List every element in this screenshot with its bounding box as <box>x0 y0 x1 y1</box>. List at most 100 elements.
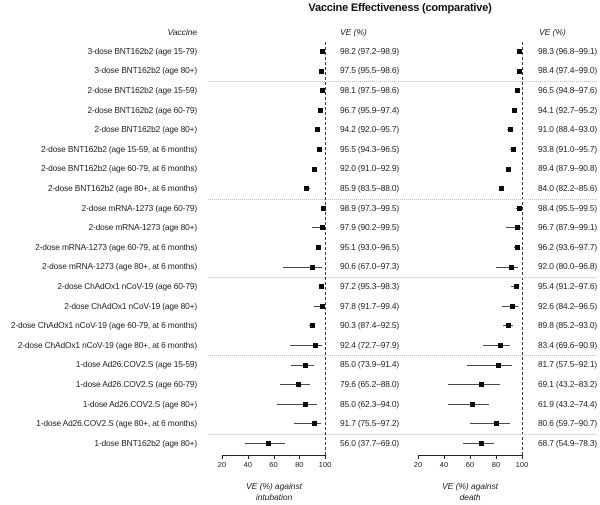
point-marker-death <box>507 127 513 133</box>
vaccine-label: 2-dose BNT162b2 (age 80+) <box>94 124 197 135</box>
ve-value-death: 95.4 (91.2–97.6) <box>538 280 598 291</box>
forest-row: 1-dose Ad26.COV2.S (age 80+) 85.0 (62.3–9… <box>0 395 600 415</box>
vaccine-label: 1-dose Ad26.COV2.S (age 80+, at 6 months… <box>36 418 197 429</box>
point-marker-intubation <box>319 225 325 231</box>
point-marker-intubation <box>304 186 310 192</box>
ve-value-intubation: 85.0 (73.9–91.4) <box>340 359 400 370</box>
point-marker-death <box>478 440 484 446</box>
point-marker-intubation <box>310 323 315 329</box>
ve-value-intubation: 85.9 (83.5–88.0) <box>340 182 400 193</box>
ci-whisker-intubation <box>314 305 325 307</box>
point-marker-death <box>511 107 517 113</box>
ve-value-death: 80.6 (59.7–90.7) <box>538 418 598 429</box>
forest-row: 3-dose BNT162b2 (age 80+) 97.5 (95.5–98.6… <box>0 61 600 81</box>
ci-whisker-intubation <box>312 227 325 229</box>
x-axis-label-death: VE (%) against death <box>396 481 544 503</box>
forest-row: 2-dose ChAdOx1 nCoV-19 (age 80+) 97.8 (91… <box>0 297 600 317</box>
ve-value-intubation: 97.8 (91.7–99.4) <box>340 300 400 311</box>
x-axis-label-intubation-line2: intubation <box>255 492 293 502</box>
forest-row: 2-dose mRNA-1273 (age 60-79, at 6 months… <box>0 238 600 258</box>
ci-whisker-death <box>463 442 494 444</box>
ve-value-intubation: 98.9 (97.3–99.5) <box>340 202 400 213</box>
x-axis-label-intubation: VE (%) against intubation <box>198 481 350 503</box>
ve-value-intubation: 97.2 (95.3–98.3) <box>340 280 400 291</box>
vaccine-label: 1-dose Ad26.COV2.S (age 15-59) <box>75 359 197 370</box>
ve-value-death: 61.9 (43.2–74.4) <box>538 398 598 409</box>
axis-tick-intubation <box>222 455 223 459</box>
ve-value-intubation: 96.7 (95.9–97.4) <box>340 104 400 115</box>
group-separator <box>208 433 597 435</box>
point-marker-death <box>517 68 523 74</box>
forest-row: 2-dose BNT162b2 (age 60-79, at 6 months)… <box>0 159 600 179</box>
group-separator <box>208 355 597 357</box>
ci-whisker-death <box>466 364 512 366</box>
vaccine-label: 2-dose mRNA-1273 (age 60-79) <box>81 202 198 213</box>
forest-row: 2-dose ChAdOx1 nCoV-19 (age 60-79, at 6 … <box>0 316 600 336</box>
ci-whisker-intubation <box>282 266 322 268</box>
ve-value-death: 96.5 (94.8–97.6) <box>538 84 598 95</box>
ve-value-intubation: 95.5 (94.3–96.5) <box>340 143 400 154</box>
ve-value-death: 93.8 (91.0–95.7) <box>538 143 598 154</box>
vaccine-label: 3-dose BNT162b2 (age 15-79) <box>87 45 197 56</box>
point-marker-intubation <box>312 166 318 172</box>
ve-value-intubation: 56.0 (37.7–69.0) <box>340 437 400 448</box>
ci-whisker-death <box>448 384 501 386</box>
vaccine-label: 2-dose ChAdOx1 nCoV-19 (age 80+, at 6 mo… <box>17 339 197 350</box>
ci-whisker-death <box>448 403 489 405</box>
axis-tick-intubation <box>273 455 275 459</box>
axis-tick-label-death: 60 <box>465 460 475 469</box>
ci-whisker-intubation <box>280 384 310 386</box>
ci-whisker-death <box>496 266 518 268</box>
ve-value-intubation: 95.1 (93.0–96.5) <box>340 241 400 252</box>
point-marker-death <box>479 382 485 388</box>
vaccine-label: 1-dose Ad26.COV2.S (age 80+) <box>82 398 197 409</box>
point-marker-death <box>515 225 521 231</box>
forest-row: 2-dose ChAdOx1 nCoV-19 (age 80+, at 6 mo… <box>0 336 600 356</box>
ve-value-death: 94.1 (92.7–95.2) <box>538 104 598 115</box>
ve-value-death: 69.1 (43.2–83.2) <box>538 378 598 389</box>
point-marker-intubation <box>319 303 325 309</box>
point-marker-death <box>513 284 519 290</box>
group-separator <box>208 276 597 278</box>
point-marker-death <box>517 205 523 211</box>
forest-row: 2-dose BNT162b2 (age 80+) 94.2 (92.0–95.7… <box>0 120 600 140</box>
ci-whisker-intubation <box>244 442 286 444</box>
ve-value-intubation: 97.5 (95.5–98.6) <box>340 65 400 76</box>
ve-value-death: 81.7 (57.5–92.1) <box>538 359 598 370</box>
axis-tick-intubation <box>299 455 301 459</box>
axis-tick-death <box>418 455 419 459</box>
point-marker-death <box>506 323 512 329</box>
vaccine-label: 2-dose mRNA-1273 (age 80+, at 6 months) <box>42 261 197 272</box>
axis-tick-death <box>496 455 497 459</box>
axis-tick-label-death: 100 <box>515 460 529 469</box>
vaccine-label: 1-dose Ad26.COV2.S (age 60-79) <box>75 378 197 389</box>
point-marker-intubation <box>320 88 326 94</box>
point-marker-intubation <box>310 264 316 270</box>
forest-row: 2-dose mRNA-1273 (age 80+) 97.9 (90.2–99.… <box>0 218 600 238</box>
point-marker-intubation <box>318 107 324 113</box>
ve-value-intubation: 92.0 (91.0–92.9) <box>340 163 400 174</box>
vaccine-label: 2-dose BNT162b2 (age 60-79, at 6 months) <box>40 163 197 174</box>
vaccine-label: 2-dose BNT162b2 (age 15-59, at 6 months) <box>40 143 197 154</box>
ve-value-intubation: 90.6 (67.0–97.3) <box>340 261 400 272</box>
point-marker-intubation <box>316 244 322 250</box>
ve-value-death: 89.8 (85.2–93.0) <box>538 320 598 331</box>
axis-tick-death <box>444 455 445 459</box>
ve-value-intubation: 97.9 (90.2–99.5) <box>340 222 400 233</box>
column-header-ve-death: VE (%) <box>539 27 566 37</box>
forest-row: 1-dose Ad26.COV2.S (age 80+, at 6 months… <box>0 414 600 434</box>
point-marker-intubation <box>318 284 324 290</box>
forest-row: 2-dose BNT162b2 (age 15-59, at 6 months)… <box>0 140 600 160</box>
point-marker-intubation <box>312 342 318 348</box>
x-axis-label-death-line2: death <box>459 492 481 502</box>
ci-whisker-intubation <box>291 364 314 366</box>
ve-value-death: 96.2 (93.6–97.7) <box>538 241 598 252</box>
point-marker-death <box>495 362 501 368</box>
group-separator <box>208 198 597 200</box>
ve-value-intubation: 85.0 (62.3–94.0) <box>340 398 400 409</box>
point-marker-death <box>517 48 523 54</box>
point-marker-death <box>505 166 511 172</box>
column-header-ve-intubation: VE (%) <box>340 27 367 37</box>
ve-value-death: 84.0 (82.2–85.6) <box>538 182 598 193</box>
vaccine-label: 2-dose BNT162b2 (age 80+, at 6 months) <box>47 182 197 193</box>
